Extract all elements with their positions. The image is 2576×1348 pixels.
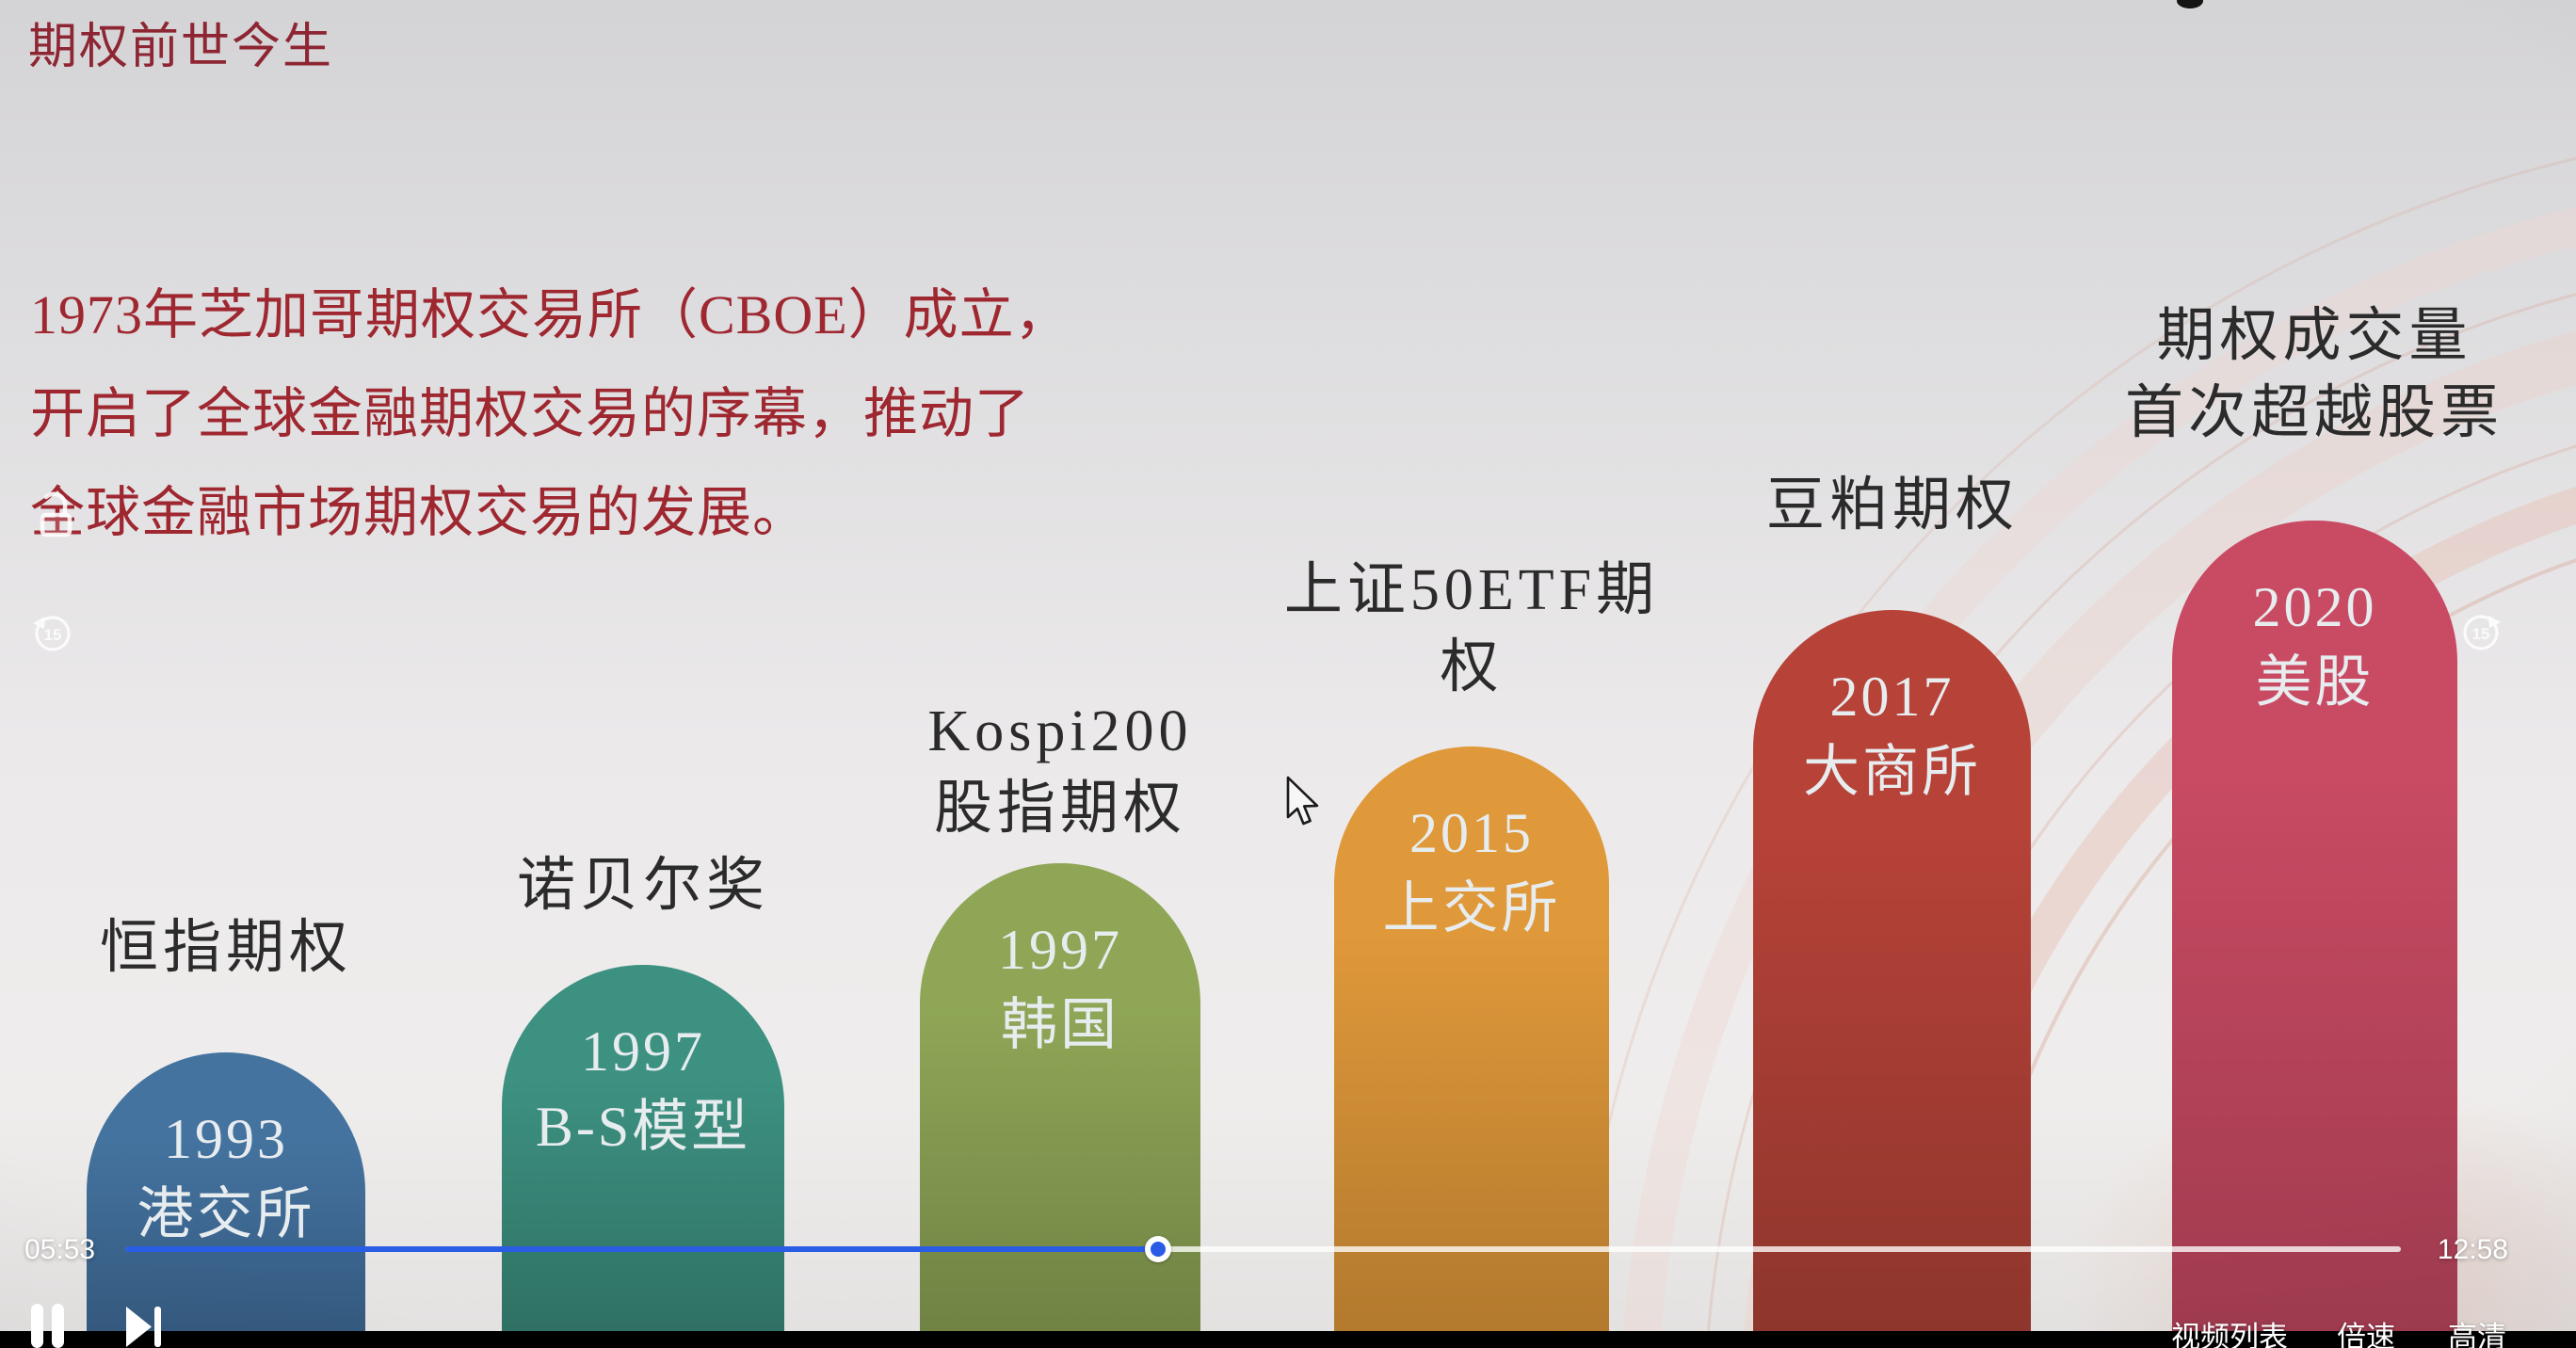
column-label: Kospi200 股指期权: [927, 699, 1193, 841]
slide-title: 期权前世今生: [28, 21, 334, 74]
column-venue: B-S模型: [535, 1096, 751, 1158]
progress-played: [125, 1246, 1159, 1252]
column-year: 2015: [1409, 802, 1534, 864]
column-bar-2017: 2017 大商所: [1753, 610, 2031, 1348]
paragraph-line: 开启了全球金融期权交易的序幕，推动了: [30, 383, 1031, 444]
pause-button[interactable]: [28, 1304, 70, 1348]
paragraph-line: 1973年芝加哥期权交易所（CBOE）成立，: [30, 284, 1071, 345]
svg-text:15: 15: [44, 626, 62, 644]
playback-speed-button[interactable]: 倍速: [2337, 1321, 2395, 1348]
column-label: 上证50ETF期 权: [1283, 558, 1660, 699]
column-label: 豆粕期权: [1765, 473, 2019, 538]
pause-bar: [52, 1304, 64, 1348]
column-venue: 港交所: [137, 1183, 315, 1245]
column-bar-1997-kospi: 1997 韩国: [920, 863, 1200, 1348]
unlock-icon[interactable]: [34, 484, 77, 538]
column-venue: 韩国: [1001, 994, 1119, 1056]
top-edge-artifact: [2177, 0, 2203, 8]
column-venue: 美股: [2255, 651, 2375, 714]
column-year: 2020: [2252, 576, 2377, 638]
playhead-core: [1151, 1242, 1167, 1257]
column-label: 期权成交量 首次超越股票: [2124, 304, 2504, 445]
column-year: 2017: [1829, 666, 1955, 728]
progress-track[interactable]: [125, 1246, 2401, 1252]
total-time: 12:58: [2437, 1234, 2508, 1265]
slide-paragraph: 1973年芝加哥期权交易所（CBOE）成立， 开启了全球金融期权交易的序幕，推动…: [30, 265, 1198, 562]
column-venue: 上交所: [1382, 877, 1561, 939]
next-track-icon: [126, 1307, 161, 1347]
column-venue: 大商所: [1803, 741, 1981, 803]
column-bar-2015: 2015 上交所: [1334, 746, 1609, 1348]
forward-15-icon[interactable]: 15: [2460, 612, 2502, 653]
playhead-handle[interactable]: [1145, 1236, 1172, 1262]
paragraph-line: 全球金融市场期权交易的发展。: [30, 482, 809, 543]
column-label: 恒指期权: [99, 916, 352, 980]
column-label: 诺贝尔奖: [516, 854, 769, 918]
column-bar-2020: 2020 美股: [2172, 521, 2457, 1348]
current-time: 05:53: [24, 1234, 96, 1265]
quality-button[interactable]: 高清: [2448, 1321, 2506, 1348]
next-video-button[interactable]: [126, 1307, 162, 1348]
mouse-cursor: [1286, 776, 1319, 826]
column-year: 1997: [998, 919, 1122, 981]
column-bar-1997-bs: 1997 B-S模型: [502, 965, 784, 1348]
rewind-15-icon[interactable]: 15: [32, 613, 73, 654]
pause-bar: [31, 1304, 43, 1348]
column-year: 1993: [164, 1108, 288, 1170]
svg-text:15: 15: [2472, 625, 2490, 643]
video-list-button[interactable]: 视频列表: [2171, 1321, 2288, 1348]
column-bar-1993: 1993 港交所: [87, 1052, 365, 1348]
column-year: 1997: [581, 1020, 705, 1083]
